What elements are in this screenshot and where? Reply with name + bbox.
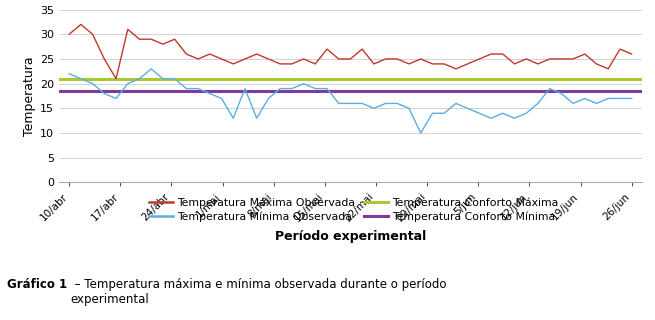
X-axis label: Período experimental: Período experimental xyxy=(275,230,426,243)
Text: Gráfico 1: Gráfico 1 xyxy=(7,278,67,292)
Y-axis label: Temperatura: Temperatura xyxy=(23,56,36,136)
Legend: Temperatura Máxima Observada, Temperatura Mínima Observada, Temperatura Conforto: Temperatura Máxima Observada, Temperatur… xyxy=(149,197,558,222)
Text: – Temperatura máxima e mínima observada durante o período
experimental: – Temperatura máxima e mínima observada … xyxy=(71,278,446,307)
